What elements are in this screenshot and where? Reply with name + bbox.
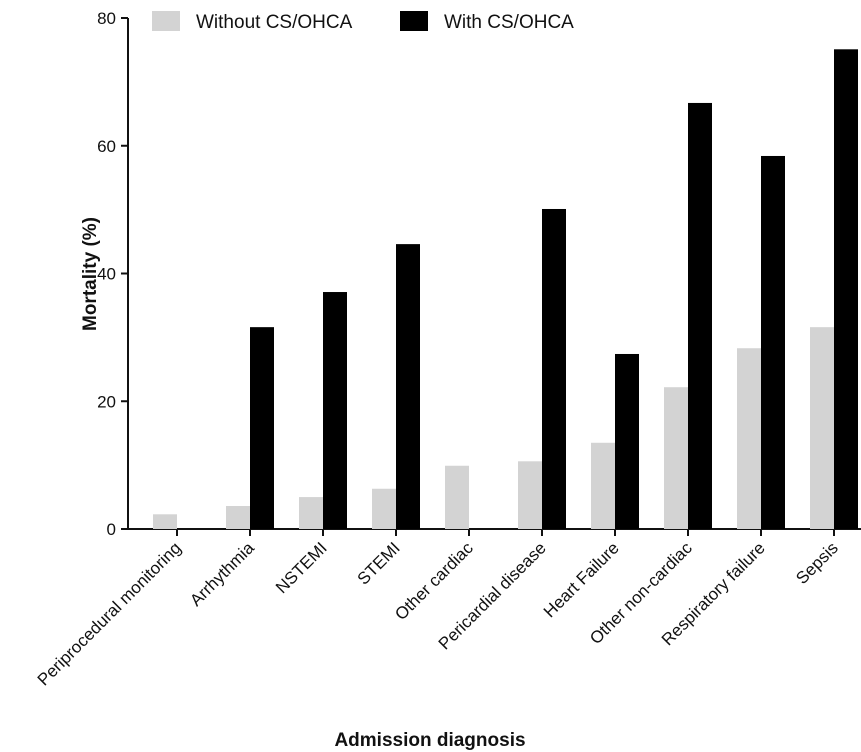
bar [664, 387, 688, 529]
legend-swatch [400, 11, 428, 31]
bar [226, 506, 250, 529]
bar [518, 461, 542, 529]
y-tick-label: 20 [97, 392, 116, 411]
bar [810, 327, 834, 529]
y-tick-label: 80 [97, 9, 116, 28]
x-tick-label: STEMI [354, 538, 404, 588]
bar [737, 348, 761, 529]
legend-label: Without CS/OHCA [196, 12, 353, 33]
bar [615, 353, 639, 529]
bar [591, 442, 615, 529]
legend-label: With CS/OHCA [444, 12, 574, 33]
bar [445, 465, 469, 529]
x-tick-label: Heart Failure [540, 538, 623, 621]
bar [761, 155, 785, 529]
bar [153, 514, 177, 529]
bar [250, 327, 274, 529]
y-tick-label: 60 [97, 137, 116, 156]
y-tick-label: 40 [97, 265, 116, 284]
y-axis-title: Mortality (%) [80, 217, 101, 331]
bar [688, 102, 712, 530]
x-tick-label: Periprocedural monitoring [34, 538, 185, 689]
x-tick-label: NSTEMI [272, 538, 331, 597]
bar [396, 244, 420, 529]
bar [834, 49, 858, 529]
bar [323, 292, 347, 529]
legend-swatch [152, 11, 180, 31]
x-tick-label: Arrhythmia [186, 538, 258, 610]
y-tick-label: 0 [107, 520, 116, 539]
bar [372, 488, 396, 529]
x-tick-label: Sepsis [792, 538, 842, 588]
bar [542, 208, 566, 529]
bar [299, 497, 323, 529]
x-axis-title: Admission diagnosis [334, 730, 525, 751]
